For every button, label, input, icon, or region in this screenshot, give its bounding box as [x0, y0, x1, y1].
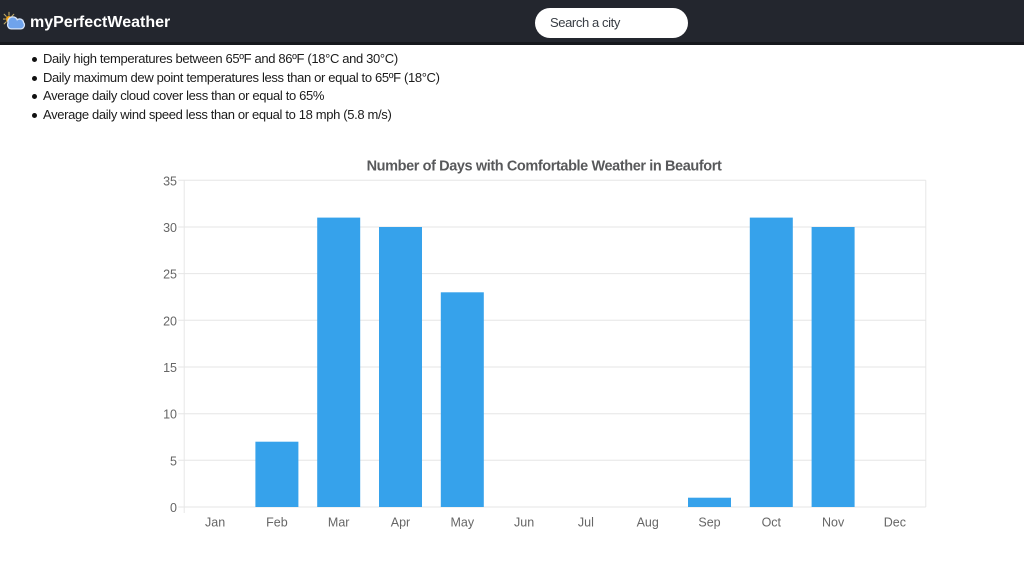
svg-text:Jul: Jul [578, 516, 594, 530]
svg-text:May: May [450, 516, 474, 530]
svg-text:Jan: Jan [205, 516, 225, 530]
svg-text:0: 0 [170, 501, 177, 515]
svg-text:Number of Days with Comfortabl: Number of Days with Comfortable Weather … [367, 158, 722, 174]
svg-text:30: 30 [163, 221, 177, 235]
svg-text:25: 25 [163, 268, 177, 282]
svg-text:Feb: Feb [266, 516, 288, 530]
svg-text:Apr: Apr [391, 516, 410, 530]
svg-text:5: 5 [170, 454, 177, 468]
svg-text:Jun: Jun [514, 516, 534, 530]
svg-text:Oct: Oct [762, 516, 782, 530]
svg-text:10: 10 [163, 408, 177, 422]
svg-text:Sep: Sep [698, 516, 720, 530]
svg-text:Dec: Dec [884, 516, 906, 530]
svg-text:35: 35 [163, 174, 177, 188]
svg-text:Mar: Mar [328, 516, 350, 530]
svg-text:20: 20 [163, 314, 177, 328]
svg-text:Aug: Aug [637, 516, 659, 530]
svg-text:15: 15 [163, 361, 177, 375]
svg-text:Nov: Nov [822, 516, 845, 530]
